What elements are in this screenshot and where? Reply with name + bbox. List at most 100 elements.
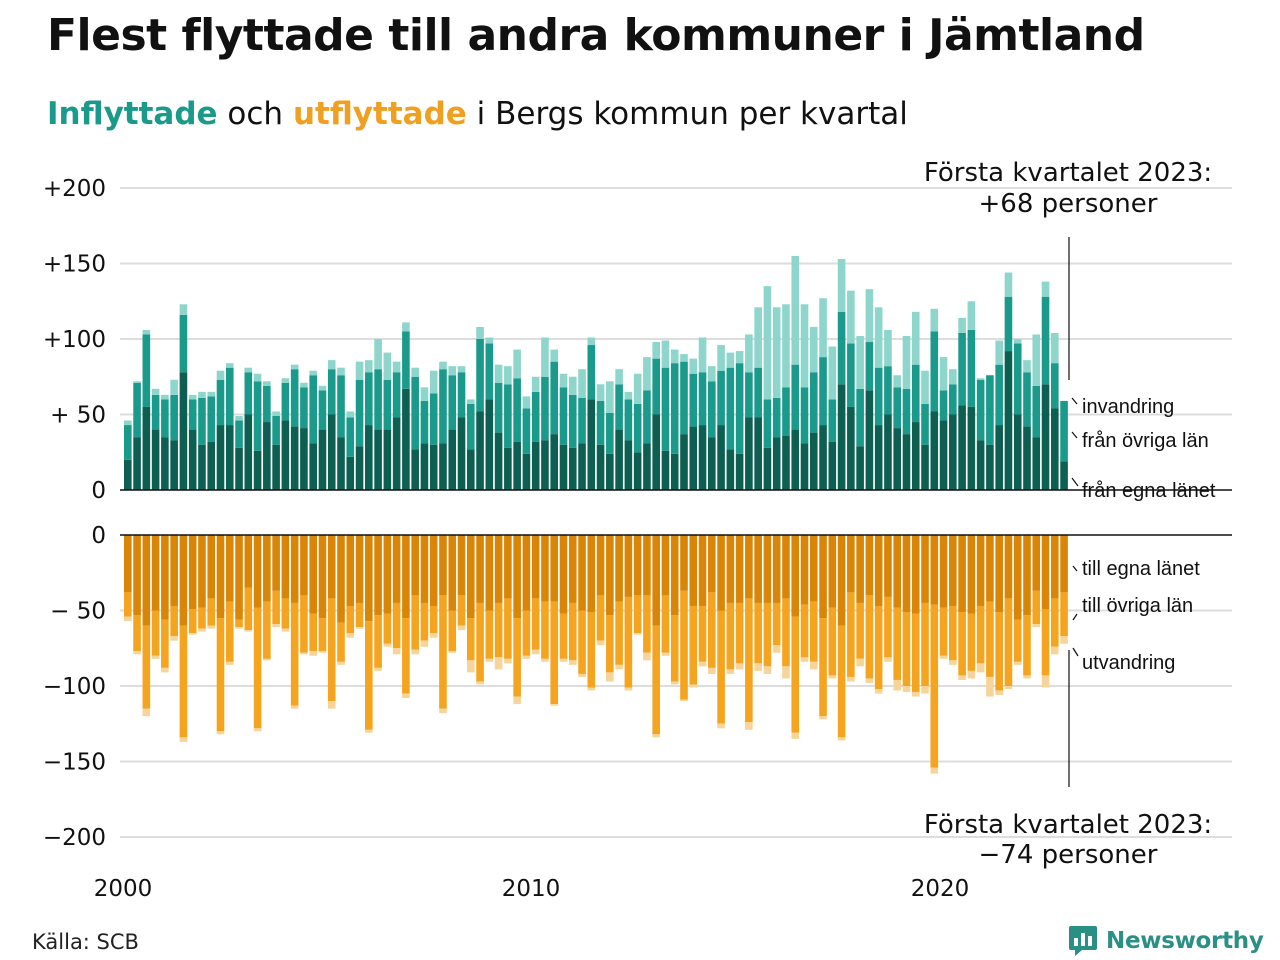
- inflow-bar-segment: [1041, 281, 1050, 297]
- inflow-bar-segment: [263, 422, 271, 490]
- inflow-bar-segment: [1004, 296, 1013, 352]
- inflow-bar-segment: [791, 255, 800, 365]
- outflow-bar-segment: [1004, 598, 1013, 686]
- outflow-bar-segment: [708, 535, 716, 593]
- outflow-bar-segment: [837, 737, 846, 741]
- outflow-bar-segment: [365, 535, 373, 622]
- inflow-bar-segment: [874, 307, 883, 368]
- outflow-bar-segment: [763, 602, 772, 667]
- subtitle-and: och: [217, 96, 293, 132]
- outflow-bar-segment: [327, 701, 336, 709]
- outflow-bar-segment: [272, 535, 280, 591]
- inflow-bar-segment: [763, 399, 772, 448]
- outflow-bar-segment: [1060, 592, 1068, 637]
- bottom-y-tick-label: −100: [43, 674, 106, 700]
- inflow-bar-segment: [717, 425, 725, 490]
- inflow-bar-segment: [606, 453, 614, 490]
- inflow-bar-segment: [1060, 461, 1068, 490]
- inflow-bar-segment: [309, 375, 317, 444]
- inflow-bar-segment: [170, 394, 178, 441]
- outflow-bar-segment: [809, 661, 818, 670]
- inflow-bar-segment: [763, 447, 772, 490]
- outflow-bar-segment: [865, 535, 874, 596]
- inflow-bar-segment: [661, 340, 670, 368]
- outflow-bar-segment: [207, 598, 216, 626]
- outflow-bar-segment: [902, 612, 911, 686]
- outflow-bar-segment: [745, 722, 753, 730]
- outflow-bar-segment: [874, 535, 883, 606]
- inflow-bar-segment: [587, 337, 596, 346]
- bottom-y-tick-label: − 50: [50, 599, 106, 625]
- outflow-bar-segment: [587, 687, 596, 691]
- outflow-bar-segment: [1060, 535, 1068, 593]
- inflow-bar-segment: [476, 411, 484, 490]
- inflow-bar-segment: [337, 367, 345, 376]
- inflow-bar-segment: [615, 429, 623, 490]
- inflow-bar-segment: [670, 349, 679, 364]
- bottom-series-leader: [1072, 565, 1078, 572]
- x-tick-label: 2020: [911, 876, 970, 902]
- inflow-bar-segment: [151, 429, 160, 490]
- inflow-bar-segment: [411, 449, 419, 490]
- inflow-bar-segment: [995, 340, 1003, 365]
- inflow-bar-segment: [457, 417, 466, 490]
- outflow-bar-segment: [485, 658, 494, 662]
- outflow-bar-segment: [596, 640, 605, 646]
- inflow-bar-segment: [392, 417, 401, 490]
- inflow-bar-segment: [884, 414, 892, 490]
- outflow-bar-segment: [476, 681, 484, 685]
- inflow-bar-segment: [568, 447, 577, 490]
- inflow-bar-segment: [596, 400, 605, 445]
- outflow-bar-segment: [550, 535, 559, 602]
- inflow-bar-segment: [624, 391, 633, 400]
- inflow-bar-segment: [355, 361, 364, 380]
- outflow-bar-segment: [504, 535, 512, 599]
- outflow-bar-segment: [355, 602, 364, 628]
- inflow-bar-segment: [958, 317, 966, 333]
- outflow-bar-segment: [791, 535, 800, 617]
- inflow-bar-segment: [559, 387, 568, 445]
- outflow-bar-segment: [309, 651, 317, 656]
- outflow-bar-segment: [847, 535, 855, 593]
- outflow-bar-segment: [958, 612, 966, 676]
- outflow-bar-segment: [633, 633, 642, 635]
- outflow-bar-segment: [290, 705, 299, 709]
- outflow-bar-segment: [1051, 598, 1059, 647]
- inflow-bar-segment: [318, 385, 327, 391]
- top-series-leader: [1071, 397, 1078, 405]
- outflow-bar-segment: [745, 535, 753, 599]
- inflow-bar-segment: [949, 369, 957, 385]
- inflow-bar-segment: [355, 379, 364, 447]
- inflow-bar-segment: [513, 441, 521, 490]
- inflow-bar-segment: [300, 387, 308, 429]
- top-series-leader: [1071, 477, 1079, 487]
- inflow-bar-segment: [346, 456, 355, 490]
- inflow-bar-segment: [198, 444, 206, 490]
- inflow-bar-segment: [754, 367, 762, 418]
- inflow-bar-segment: [809, 432, 818, 490]
- inflow-bar-segment: [1041, 296, 1050, 385]
- outflow-bar-segment: [216, 535, 225, 619]
- outflow-bar-segment: [365, 729, 373, 733]
- outflow-bar-segment: [235, 619, 243, 628]
- inflow-bar-segment: [337, 375, 345, 438]
- outflow-bar-segment: [911, 613, 920, 693]
- outflow-bar-segment: [439, 535, 447, 596]
- inflow-bar-segment: [374, 429, 382, 490]
- inflow-bar-segment: [346, 417, 355, 457]
- inflow-bar-segment: [967, 329, 976, 407]
- inflow-bar-segment: [448, 375, 457, 430]
- outflow-bar-segment: [754, 663, 762, 671]
- outflow-bar-segment: [170, 636, 178, 641]
- inflow-bar-segment: [995, 364, 1003, 426]
- inflow-bar-segment: [587, 345, 596, 400]
- outflow-bar-segment: [680, 699, 688, 702]
- outflow-bar-segment: [754, 535, 762, 603]
- bottom-annotation-line2: −74 personer: [979, 840, 1158, 870]
- outflow-bar-segment: [207, 535, 216, 599]
- inflow-bar-segment: [689, 358, 698, 374]
- outflow-bar-segment: [170, 605, 178, 637]
- inflow-bar-segment: [161, 399, 169, 438]
- inflow-bar-segment: [429, 444, 438, 490]
